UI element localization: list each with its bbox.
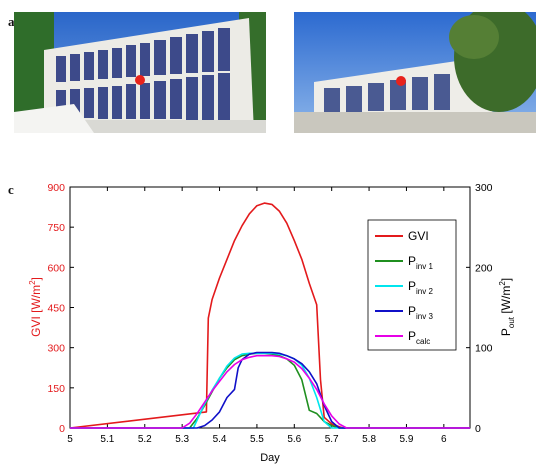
legend-label-gvi: GVI — [408, 229, 429, 243]
measurement-marker-a — [135, 75, 145, 85]
right-y-axis-label: Pout [W/m2] — [498, 278, 516, 336]
chart-legend: GVI Pinv 1 Pinv 2 Pinv 3 Pcalc — [367, 219, 457, 351]
left-y-tick-label: 450 — [47, 303, 65, 315]
x-tick-label: 5.3 — [175, 434, 189, 445]
solar-facade-building-icon — [294, 12, 536, 133]
legend-label-pinv3: Pinv 3 — [408, 304, 433, 321]
left-y-tick-label: 900 — [47, 182, 65, 194]
panel-label-a: a — [8, 14, 15, 29]
legend-label-pcalc: Pcalc — [408, 329, 430, 346]
series-line-pcalc — [70, 354, 470, 429]
x-tick-label: 5.5 — [250, 434, 264, 445]
x-axis-ticks: 5 5.1 5.2 5.3 5.4 5.5 5.6 5.7 5.8 5.9 6 — [67, 187, 447, 445]
measurement-marker-b — [396, 76, 406, 86]
right-y-axis-ticks: 0 100 200 300 — [466, 182, 493, 435]
left-y-tick-label: 150 — [47, 383, 65, 395]
x-axis-label: Day — [260, 452, 280, 464]
series-line-pinv2 — [70, 352, 470, 429]
series-lines — [69, 202, 470, 429]
right-y-tick-label: 0 — [475, 423, 481, 435]
x-tick-label: 5.2 — [138, 434, 152, 445]
series-line-gvi — [69, 202, 470, 429]
left-y-tick-label: 750 — [47, 222, 65, 234]
right-y-tick-label: 300 — [475, 182, 493, 194]
left-y-axis-ticks: 0 150 300 450 600 750 900 — [47, 182, 74, 435]
panel-label-c: c — [8, 182, 14, 197]
left-y-tick-label: 300 — [47, 343, 65, 355]
x-tick-label: 5.1 — [100, 434, 114, 445]
legend-label-pinv2: Pinv 2 — [408, 279, 433, 296]
right-y-tick-label: 200 — [475, 262, 493, 274]
x-tick-label: 5.4 — [213, 434, 227, 445]
left-y-axis-label: GVI [W/m2] — [28, 277, 43, 337]
building-photo-b — [294, 12, 536, 133]
solar-facade-building-icon — [14, 12, 266, 133]
left-y-tick-label: 0 — [59, 423, 65, 435]
x-tick-label: 5.8 — [362, 434, 376, 445]
x-tick-label: 5.7 — [325, 434, 339, 445]
irradiance-power-chart: 5 5.1 5.2 5.3 5.4 5.5 5.6 5.7 5.8 5.9 6 0 150 300 450… — [28, 182, 516, 464]
x-tick-label: 6 — [441, 434, 447, 445]
x-tick-label: 5 — [67, 434, 73, 445]
legend-label-pinv1: Pinv 1 — [408, 254, 433, 271]
series-line-pinv3 — [70, 351, 470, 429]
left-y-tick-label: 600 — [47, 262, 65, 274]
right-y-tick-label: 100 — [475, 343, 493, 355]
x-tick-label: 5.9 — [399, 434, 413, 445]
series-line-pinv1 — [70, 352, 470, 429]
building-photo-a — [14, 12, 266, 133]
x-tick-label: 5.6 — [287, 434, 301, 445]
